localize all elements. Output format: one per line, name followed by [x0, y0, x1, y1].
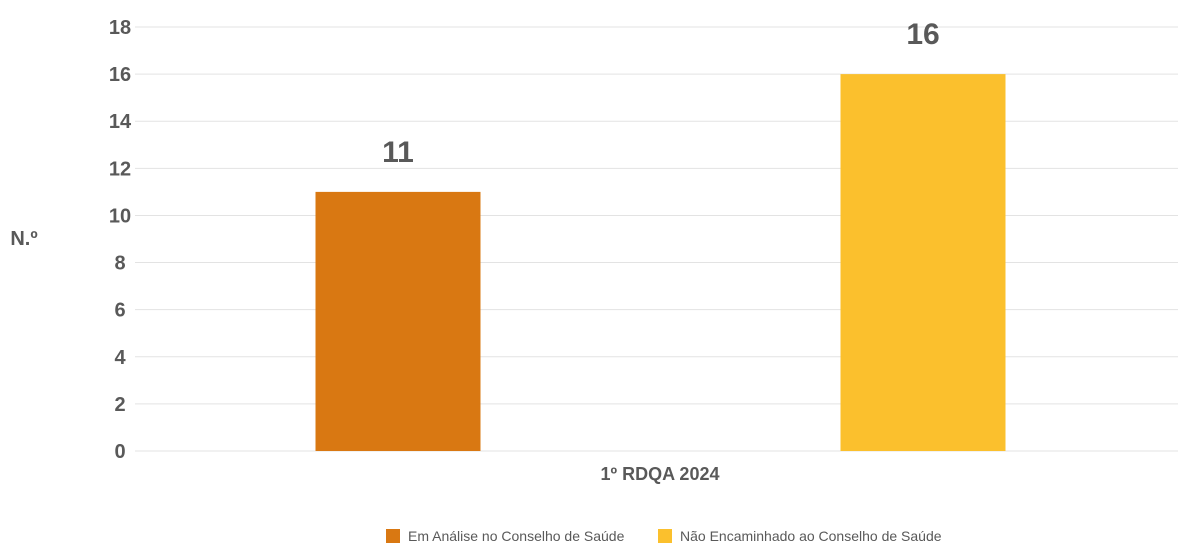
y-tick-label: 12: [109, 158, 131, 180]
legend-label-2: Não Encaminhado ao Conselho de Saúde: [680, 528, 942, 544]
y-tick-label: 6: [114, 300, 125, 322]
y-tick-label: 2: [114, 394, 125, 416]
legend-label-1: Em Análise no Conselho de Saúde: [408, 528, 625, 544]
y-tick-label: 0: [114, 441, 125, 463]
data-label-1: 11: [382, 136, 414, 169]
gridlines: [135, 26, 1178, 452]
y-tick-label: 16: [109, 64, 131, 86]
bar-1: [315, 191, 481, 451]
legend-swatch-1: [386, 529, 400, 543]
y-axis-ticks: 0 2 4 6 8 10 12 14 16 18: [109, 17, 132, 463]
bar-2: [840, 74, 1006, 451]
legend: Em Análise no Conselho de Saúde Não Encam…: [386, 528, 942, 544]
data-labels: 11 16: [382, 18, 940, 169]
data-label-2: 16: [906, 18, 939, 51]
bars: [315, 74, 1006, 451]
legend-swatch-2: [658, 529, 672, 543]
y-tick-label: 4: [114, 347, 126, 369]
y-axis-label: N.º: [10, 228, 37, 250]
y-tick-label: 18: [109, 17, 131, 39]
y-tick-label: 14: [109, 111, 132, 133]
x-category-label: 1º RDQA 2024: [601, 464, 720, 484]
y-tick-label: 8: [114, 253, 125, 275]
y-tick-label: 10: [109, 205, 131, 227]
